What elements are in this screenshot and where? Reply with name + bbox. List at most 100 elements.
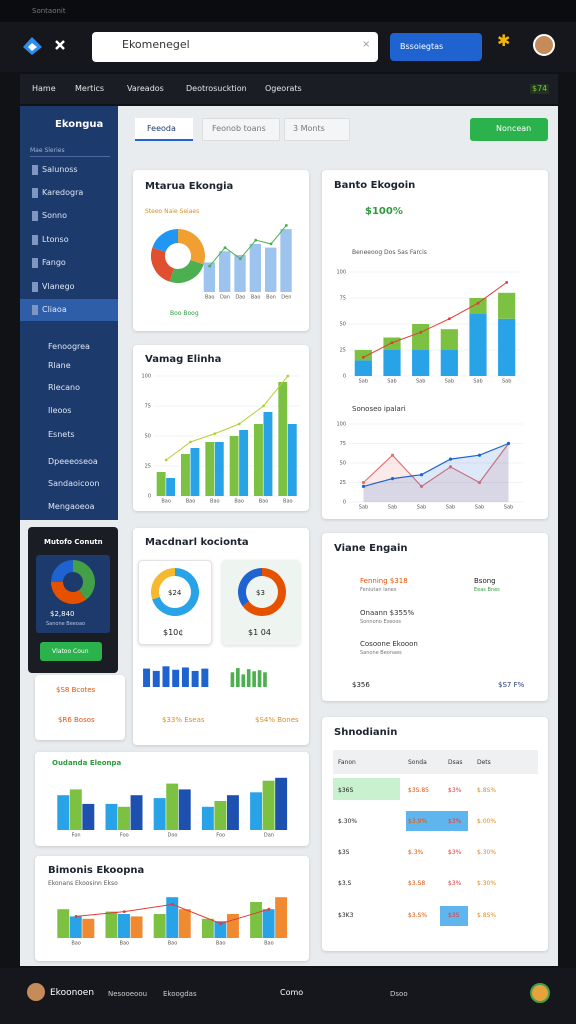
sidebar-item[interactable]: Ileoos [48, 406, 72, 415]
bar [263, 672, 267, 687]
bar [82, 918, 95, 938]
footer-icon[interactable] [530, 983, 550, 1003]
donut-center: $24 [168, 589, 182, 597]
clear-icon[interactable]: × [362, 39, 371, 50]
card-title: Banto Ekogoin [334, 180, 416, 191]
stat: $S4% Bones [255, 716, 299, 724]
bar [287, 424, 297, 496]
x-tick-label: Bao [234, 499, 244, 505]
point [505, 281, 509, 284]
point [254, 238, 258, 242]
point [361, 484, 366, 488]
footer-link[interactable]: Dsoo [390, 990, 408, 998]
promo-button-label[interactable]: Vlatoo Coun [52, 648, 89, 655]
cell-highlight [440, 906, 468, 926]
active-item [20, 299, 118, 321]
sidebar-item[interactable]: Karedogra [32, 188, 83, 198]
nav-item[interactable]: Deotrosucktion [186, 84, 247, 93]
point [219, 922, 223, 925]
bar [262, 780, 275, 830]
point [390, 477, 395, 481]
nav-item[interactable]: Mertics [75, 84, 105, 93]
card-title: Shnodianin [334, 727, 398, 738]
card-title: Oudanda Eleonpa [52, 759, 122, 767]
footer-link[interactable]: Ekoogdas [163, 990, 197, 998]
bar [250, 902, 263, 938]
donut [51, 560, 95, 604]
trend-line [165, 375, 289, 461]
x-tick-label: Bao [161, 499, 171, 505]
action-button[interactable] [470, 118, 548, 141]
bar [280, 229, 292, 292]
action-label[interactable]: Noncean [496, 124, 532, 133]
donut-center: $3 [256, 589, 265, 597]
bar [130, 795, 143, 830]
bar [181, 454, 190, 496]
sidebar-item[interactable]: Vlanego [32, 282, 75, 292]
sidebar-section: Mae Sleries [30, 146, 110, 157]
bar [229, 436, 239, 496]
table-cell: $3.S8 [408, 880, 426, 887]
cell-highlight [406, 811, 468, 831]
footer-link[interactable]: Nesooeoou [108, 990, 148, 998]
trend-line [209, 225, 287, 267]
nav-item[interactable]: Hame [32, 84, 56, 93]
tab[interactable] [202, 118, 280, 141]
table-cell: $3S [338, 849, 350, 856]
bar [214, 442, 224, 496]
bar [178, 909, 191, 938]
bar [214, 921, 227, 938]
card-title: Bimonis Ekoopna [48, 865, 145, 876]
x-tick-label: Bao [283, 499, 293, 505]
tab[interactable] [284, 118, 350, 141]
sidebar-item[interactable]: Mengaoeoa [48, 502, 95, 511]
bar [263, 412, 273, 496]
donut-slice [152, 568, 199, 616]
promo-button[interactable] [40, 642, 102, 661]
bar-segment [412, 350, 430, 376]
bar [172, 669, 180, 687]
side-stat: $S8 Bcotes [56, 686, 96, 694]
x-tick-label: Sab [502, 379, 511, 385]
table-cell: $.3% [408, 849, 424, 856]
nav-item[interactable]: Ogeorats [265, 84, 302, 93]
avatar[interactable] [533, 34, 555, 56]
bar [152, 670, 160, 687]
point [262, 404, 265, 408]
sidebar-item[interactable]: Ltonso [32, 235, 69, 245]
bar-segment [354, 360, 372, 376]
sidebar-item[interactable]: Cliaoa [32, 305, 67, 315]
sidebar-item[interactable]: Rlecano [48, 383, 80, 392]
x-tick-label: Sab [473, 379, 482, 385]
tab-label[interactable]: 3 Monts [293, 124, 325, 133]
star-icon[interactable]: ✱ [497, 31, 511, 50]
table-cell: $3.9% [408, 818, 428, 825]
chart: Fon Foo Doo Foo Dan [57, 777, 288, 839]
search-button[interactable] [390, 33, 482, 61]
search-button-label[interactable]: Bssoiegtas [400, 42, 444, 51]
tab-label[interactable]: Feonob toans [212, 124, 266, 133]
sidebar-item[interactable]: Fenoogrea [48, 342, 90, 351]
bar [57, 909, 70, 938]
sidebar-item[interactable]: Sandaoicoon [48, 479, 100, 488]
table-cell: $.00% [477, 818, 497, 825]
donut-label: $1 04 [248, 628, 271, 637]
sidebar-item[interactable]: Dpeeeoseoa [48, 457, 98, 466]
point [447, 317, 451, 321]
bar [249, 243, 262, 292]
sidebar-item[interactable]: Salunoss [32, 165, 78, 175]
point [448, 457, 453, 461]
avatar [27, 983, 45, 1001]
sidebar-item[interactable]: Esnets [48, 430, 75, 439]
tab[interactable] [135, 118, 193, 141]
search-box[interactable] [92, 32, 378, 62]
x-tick-label: Bon [266, 295, 276, 301]
tab-label[interactable]: Feeoda [147, 124, 176, 133]
point [213, 432, 217, 435]
sidebar-item[interactable]: Rlane [48, 361, 71, 370]
sidebar-item[interactable]: Sonno [32, 211, 67, 221]
nav-item[interactable]: Vareados [127, 84, 164, 93]
x-tick-label: Bao [210, 499, 220, 505]
y-tick-label: 0 [148, 494, 151, 500]
sidebar-item[interactable]: Fango [32, 258, 66, 268]
